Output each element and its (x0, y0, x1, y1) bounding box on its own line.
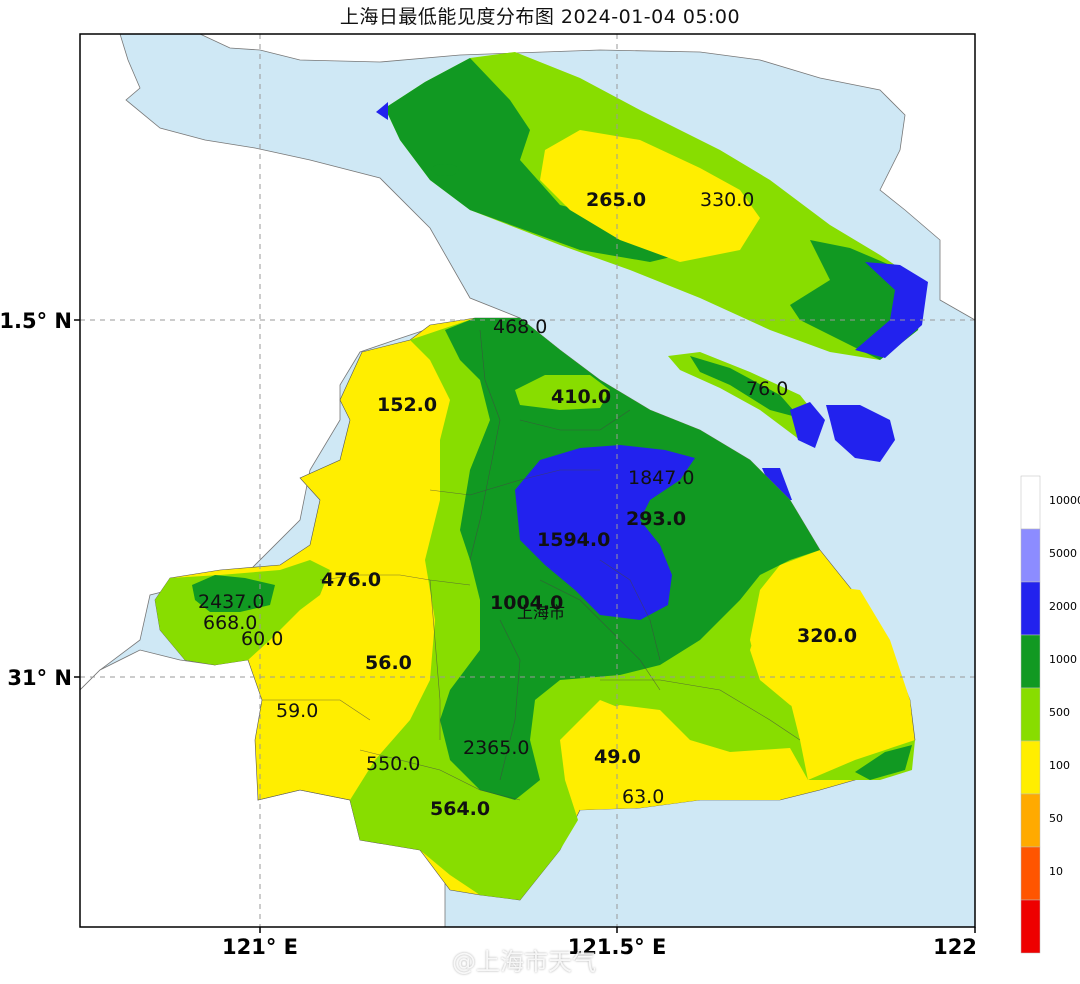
chongming-island (376, 52, 928, 360)
station-value: 1004.0 (490, 592, 563, 614)
lon-label-122: 122 (933, 935, 977, 959)
city-label: 上海市 (517, 603, 565, 622)
region-lightgreen-410 (515, 375, 610, 410)
legend-swatch (1020, 793, 1041, 848)
legend-label: 5000 (1049, 547, 1077, 560)
legend-swatch (1020, 634, 1041, 689)
legend-labels: 10000 5000 2000 1000 500 100 50 10 (1049, 494, 1080, 878)
region-darkgreen-se (855, 745, 912, 780)
legend-label: 2000 (1049, 600, 1077, 613)
station-value: 468.0 (493, 316, 547, 338)
legend-label: 50 (1049, 812, 1063, 825)
station-value: 550.0 (366, 753, 420, 775)
map-title: 上海日最低能见度分布图 2024-01-04 05:00 (339, 6, 741, 28)
station-value: 49.0 (594, 746, 641, 768)
legend-swatch (1020, 740, 1041, 795)
legend-swatch (1020, 687, 1041, 742)
legend-swatch (1020, 528, 1041, 583)
axis-ticks (74, 319, 976, 933)
station-value: 1594.0 (537, 529, 610, 551)
legend-label: 100 (1049, 759, 1070, 772)
lat-label-31: 31° N (7, 666, 72, 690)
station-value: 668.0 (203, 612, 257, 634)
legend-boxes (1020, 475, 1041, 954)
lon-label-121: 121° E (222, 935, 298, 959)
legend-label: 1000 (1049, 653, 1077, 666)
station-value: 330.0 (700, 189, 754, 211)
station-value: 60.0 (241, 628, 283, 650)
district-boundaries (262, 329, 801, 801)
station-value: 265.0 (586, 189, 646, 211)
region-yellow-south (570, 705, 808, 810)
lat-label-31-5: 31.5° N (0, 309, 72, 333)
legend-swatch (1020, 899, 1041, 954)
station-value: 564.0 (430, 798, 490, 820)
lon-label-121-5: 121.5° E (568, 935, 667, 959)
station-labels: 265.0 330.0 468.0 410.0 76.0 152.0 1847.0 293.0… (198, 189, 857, 820)
legend-swatch (1020, 581, 1041, 636)
station-value: 152.0 (377, 394, 437, 416)
legend-swatch (1020, 846, 1041, 901)
legend-label: 10000 (1049, 494, 1080, 507)
station-value: 63.0 (622, 786, 664, 808)
station-value: 410.0 (551, 386, 611, 408)
station-value: 293.0 (626, 508, 686, 530)
small-islands (431, 164, 895, 500)
station-value: 59.0 (276, 700, 318, 722)
watermark: @上海市天气 (452, 948, 596, 976)
station-value: 320.0 (797, 625, 857, 647)
station-value: 476.0 (321, 569, 381, 591)
grid-lines (80, 34, 975, 927)
station-value: 76.0 (746, 378, 788, 400)
station-value: 2437.0 (198, 591, 264, 613)
region-yellow-east (750, 585, 912, 740)
north-bank (199, 34, 975, 321)
station-value: 2365.0 (463, 737, 529, 759)
station-value: 1847.0 (628, 467, 694, 489)
region-darkgreen-west-core (192, 575, 275, 612)
station-value: 56.0 (365, 652, 412, 674)
shanghai-mainland (154, 317, 916, 901)
legend-label: 10 (1049, 865, 1063, 878)
map-frame (79, 33, 976, 928)
legend-label: 500 (1049, 706, 1070, 719)
region-blue-core (515, 445, 695, 620)
legend-swatch (1020, 475, 1041, 530)
